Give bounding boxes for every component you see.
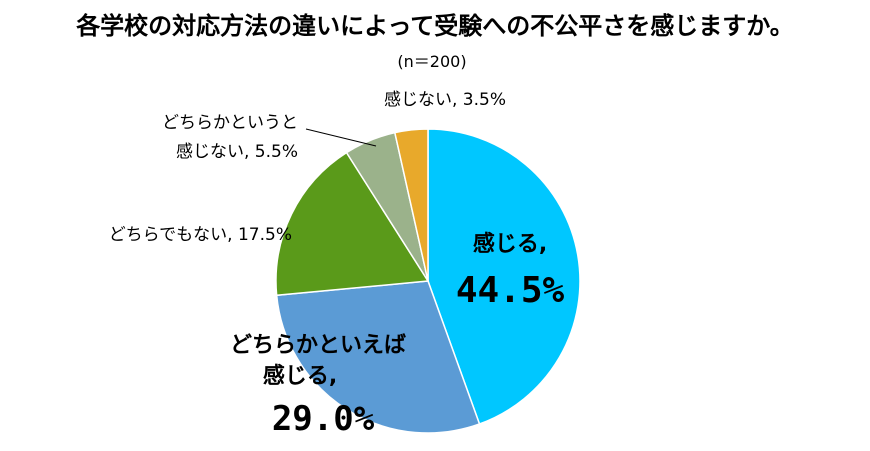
slice-labels: 感じる, 44.5% どちらかといえば 感じる, 29.0% どちらでもない, … [109, 90, 565, 439]
slice-label-dochirakatoiuto-line2: 感じない, 5.5% [176, 142, 298, 162]
pie-slice-kanjinai [393, 128, 429, 282]
slice-label-dochirakatoieba-line2: 感じる, [263, 363, 337, 389]
pie-slice-dochirademonai [275, 151, 430, 297]
leader-line [305, 128, 377, 147]
slice-label-dochirakatoiuto-line1: どちらかというと [162, 113, 298, 133]
pie-slice-dochirakatoieba [275, 280, 481, 434]
slice-label-kanjinai: 感じない, 3.5% [384, 90, 506, 110]
chart-title: 各学校の対応方法の違いによって受験への不公平さを感じますか。 [75, 12, 794, 40]
slice-value-dochirakatoieba: 29.0% [272, 399, 375, 439]
slice-label-kanjiru: 感じる, [473, 231, 547, 257]
slice-label-dochirademonai: どちらでもない, 17.5% [109, 225, 292, 245]
chart-subtitle: (n＝200) [397, 52, 466, 71]
slice-value-kanjiru: 44.5% [456, 270, 565, 311]
pie-slices [275, 128, 581, 434]
slice-label-dochirakatoieba-line1: どちらかといえば [230, 333, 406, 358]
pie-slice-kanjiru [427, 128, 581, 425]
